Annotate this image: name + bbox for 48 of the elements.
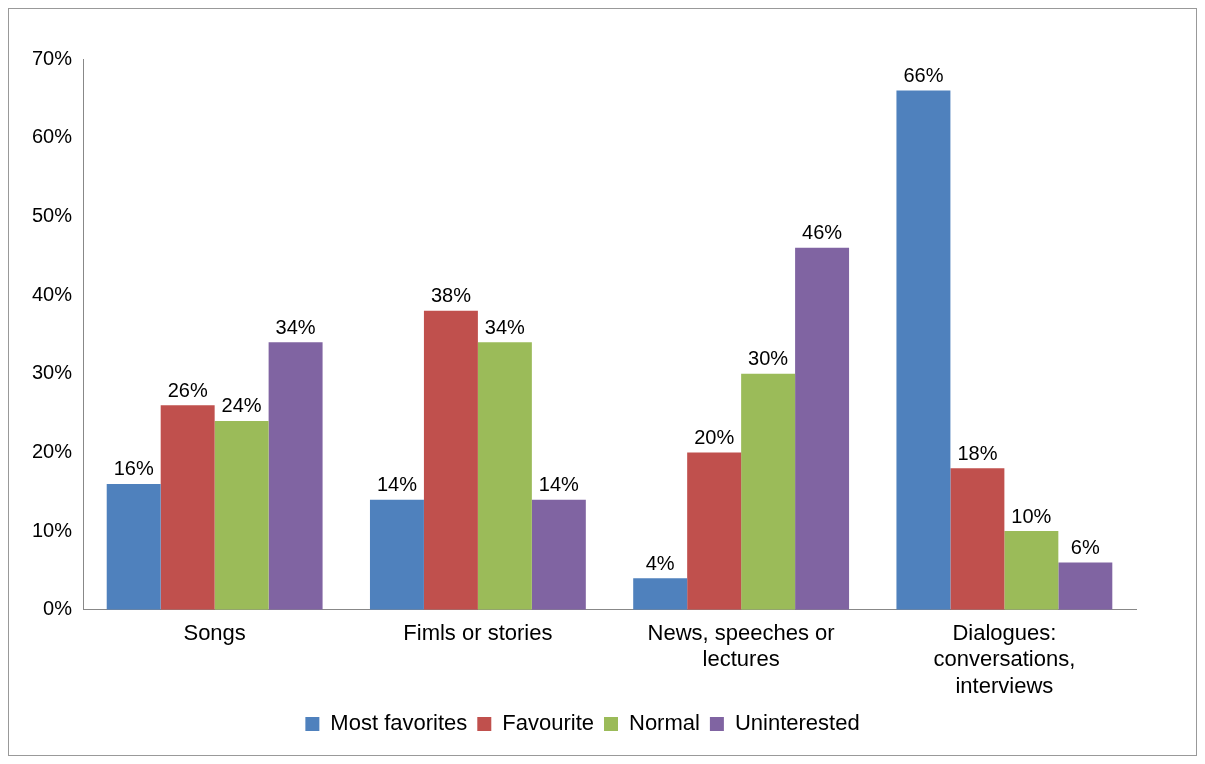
- y-tick-label: 60%: [32, 125, 73, 148]
- bar: [896, 90, 951, 610]
- data-label: 38%: [430, 284, 472, 307]
- bar: [423, 310, 478, 610]
- legend-label: Normal: [629, 710, 700, 736]
- data-label: 14%: [376, 473, 418, 496]
- y-tick-label: 20%: [32, 439, 73, 462]
- bar: [687, 452, 742, 610]
- legend-label: Most favorites: [330, 710, 468, 736]
- y-tick-label: 40%: [32, 282, 73, 305]
- data-label: 66%: [903, 63, 944, 86]
- bar: [214, 420, 269, 610]
- data-label: 34%: [484, 315, 526, 338]
- bar: [106, 483, 161, 610]
- data-label: 34%: [275, 315, 316, 338]
- data-label: 30%: [748, 347, 789, 370]
- bar: [795, 247, 850, 610]
- x-tick-label: Songs: [183, 620, 246, 646]
- y-tick-label: 30%: [32, 361, 73, 384]
- y-tick-label: 70%: [32, 46, 73, 69]
- data-label: 20%: [694, 425, 735, 448]
- x-tick-label: Fimls or stories: [403, 620, 553, 646]
- y-tick-label: 0%: [43, 597, 73, 620]
- bar: [1058, 562, 1113, 610]
- bar: [268, 342, 323, 610]
- bar: [477, 342, 532, 610]
- bar: [1004, 531, 1059, 610]
- bar: [369, 499, 424, 610]
- data-label: 46%: [802, 221, 843, 244]
- legend-label: Uninterested: [734, 710, 860, 736]
- data-label: 14%: [538, 473, 580, 496]
- data-label: 10%: [1011, 504, 1052, 527]
- legend-label: Favourite: [502, 710, 595, 736]
- x-tick-label: News, speeches or lectures: [647, 620, 835, 672]
- data-label: 4%: [645, 551, 675, 574]
- data-label: 26%: [167, 378, 208, 401]
- y-tick-label: 10%: [32, 518, 73, 541]
- y-tick-label: 50%: [32, 203, 73, 226]
- bar: [160, 405, 215, 610]
- data-label: 18%: [957, 441, 998, 464]
- data-label: 6%: [1070, 536, 1100, 559]
- bar: [741, 373, 796, 610]
- bar: [950, 468, 1005, 610]
- bar: [531, 499, 586, 610]
- data-label: 16%: [113, 457, 154, 480]
- x-tick-label: Dialogues: conversations, interviews: [933, 620, 1076, 698]
- data-label: 24%: [221, 394, 262, 417]
- bar: [633, 578, 688, 610]
